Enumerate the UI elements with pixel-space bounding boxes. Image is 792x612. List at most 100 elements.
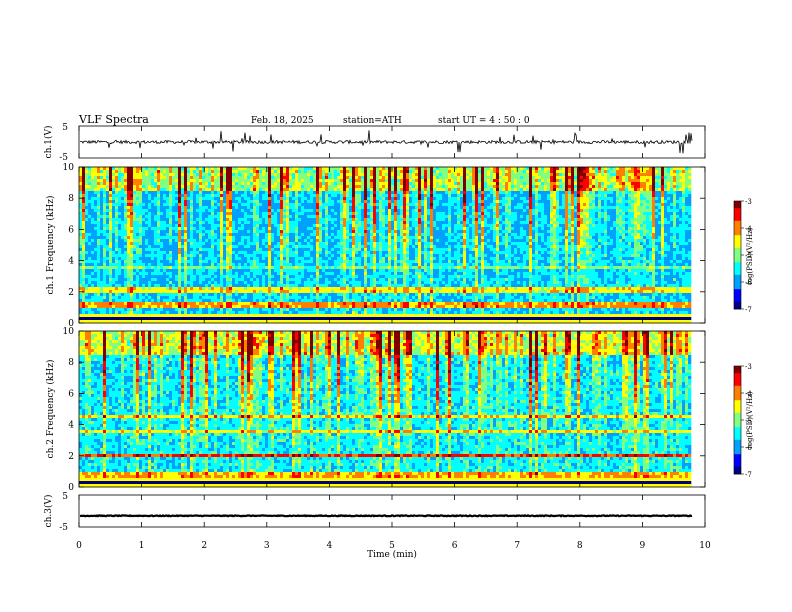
spectrogram-cell [421,233,425,237]
spectrogram-cell [262,203,266,207]
spectrogram-cell [481,185,485,189]
spectrogram-cell [211,185,215,189]
spectrogram-cell [265,224,269,228]
spectrogram-cell [655,218,659,222]
spectrogram-cell [445,179,449,183]
spectrogram-cell [367,173,371,177]
spectrogram-cell [526,191,530,195]
spectrogram-cell [382,203,386,207]
spectrogram-cell [628,200,632,204]
spectrogram-cell [589,191,593,195]
spectrogram-cell [604,215,608,219]
spectrogram-cell [613,185,617,189]
spectrogram-cell [595,227,599,231]
spectrogram-cell [346,236,350,240]
spectrogram-cell [148,170,152,174]
spectrogram-cell [82,200,86,204]
spectrogram-cell [112,194,116,198]
spectrogram-cell [526,206,530,210]
spectrogram-cell [670,173,674,177]
spectrogram-cell [334,230,338,234]
spectrogram-cell [244,197,248,201]
spectrogram-cell [115,188,119,192]
spectrogram-cell [250,218,254,222]
spectrogram-cell [319,203,323,207]
spectrogram-cell [562,206,566,210]
spectrogram-cell [199,236,203,240]
spectrogram-cell [106,191,110,195]
spectrogram-cell [238,200,242,204]
spectrogram-cell [112,233,116,237]
spectrogram-cell [508,200,512,204]
spectrogram-cell [589,167,593,171]
spectrogram-cell [229,176,233,180]
ch1-ytick-top: 5 [62,123,68,133]
spectrogram-cell [79,176,83,180]
spectrogram-cell [184,176,188,180]
spectrogram-cell [133,236,137,240]
spectrogram-cell [181,188,185,192]
spectrogram-cell [280,233,284,237]
spectrogram-cell [439,206,443,210]
spectrogram-cell [97,239,101,243]
spectrogram-cell [82,179,86,183]
spectrogram-cell [277,185,281,189]
spectrogram-cell [94,167,98,171]
spectrogram-cell [484,182,488,186]
spectrogram-cell [169,191,173,195]
spectrogram-cell [595,221,599,225]
spectrogram-cell [586,185,590,189]
spectrogram-cell [280,191,284,195]
spectrogram-cell [289,167,293,171]
spectrogram-cell [643,221,647,225]
spectrogram-cell [205,176,209,180]
spectrogram-cell [430,176,434,180]
spectrogram-cell [97,230,101,234]
spectrogram-cell [679,236,683,240]
spectrogram-cell [244,200,248,204]
spectrogram-cell [466,236,470,240]
spectrogram-cell [145,203,149,207]
spectrogram-cell [427,212,431,216]
spectrogram-cell [169,167,173,171]
spectrogram-cell [169,200,173,204]
spectrogram-cell [385,212,389,216]
spectrogram-cell [268,209,272,213]
spectrogram-cell [643,173,647,177]
spectrogram-cell [577,179,581,183]
spectrogram-cell [91,167,95,171]
spectrogram-cell [472,230,476,234]
spectrogram-cell [523,176,527,180]
spectrogram-cell [208,179,212,183]
spectrogram-cell [253,167,257,171]
spectrogram-cell [181,173,185,177]
spectrogram-cell [202,182,206,186]
spectrogram-cell [241,167,245,171]
spectrogram-cell [169,182,173,186]
spectrogram-cell [547,194,551,198]
spectrogram-cell [436,167,440,171]
spectrogram-cell [598,179,602,183]
spectrogram-cell [664,194,668,198]
spectrogram-cell [622,179,626,183]
spectrogram-cell [274,227,278,231]
spectrogram-cell [250,197,254,201]
spectrogram-cell [610,188,614,192]
spectrogram-cell [148,230,152,234]
spectrogram-cell [187,191,191,195]
spectrogram-cell [637,203,641,207]
spectrogram-cell [358,173,362,177]
spectrogram-cell [262,221,266,225]
spectrogram-cell [385,209,389,213]
spectrogram-cell [427,170,431,174]
spectrogram-cell [151,230,155,234]
spectrogram-cell [415,179,419,183]
spectrogram-cell [133,185,137,189]
spectrogram-cell [427,221,431,225]
spectrogram-cell [175,176,179,180]
spectrogram-cell [247,206,251,210]
spectrogram-cell [121,182,125,186]
spectrogram-cell [154,179,158,183]
spectrogram-cell [400,200,404,204]
spectrogram-cell [574,170,578,174]
